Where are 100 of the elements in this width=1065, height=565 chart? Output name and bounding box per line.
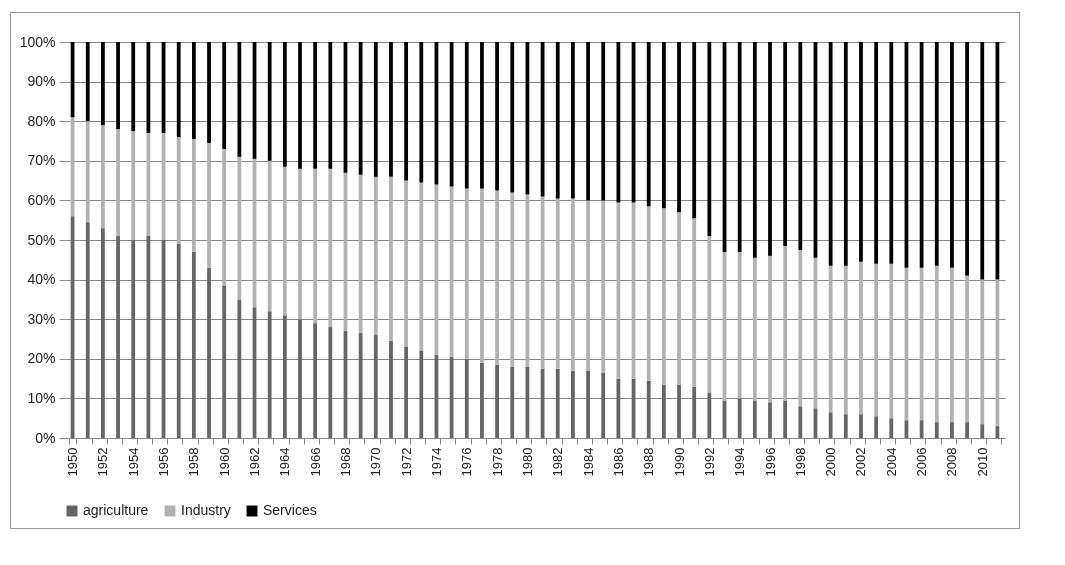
bar bbox=[661, 208, 666, 385]
bar bbox=[313, 168, 318, 324]
bar bbox=[661, 42, 666, 209]
bar bbox=[980, 424, 985, 438]
y-tick-label: 90% bbox=[27, 73, 56, 90]
bar bbox=[464, 42, 469, 189]
bar bbox=[207, 42, 211, 143]
bar bbox=[677, 212, 681, 385]
bar bbox=[85, 42, 90, 122]
bar bbox=[298, 168, 302, 320]
bar bbox=[191, 139, 196, 252]
bar bbox=[555, 42, 560, 199]
bar bbox=[176, 137, 181, 244]
bar bbox=[843, 42, 848, 266]
bar bbox=[313, 323, 318, 438]
bar bbox=[495, 364, 499, 438]
bar bbox=[571, 370, 575, 438]
bar bbox=[859, 414, 863, 438]
bar bbox=[358, 333, 363, 438]
bar bbox=[191, 42, 196, 140]
y-tick-label: 10% bbox=[27, 389, 56, 406]
bar bbox=[510, 366, 515, 438]
bar bbox=[146, 236, 151, 438]
y-tick-label: 30% bbox=[27, 310, 56, 327]
x-tick-label: 1960 bbox=[216, 447, 232, 477]
bar bbox=[328, 42, 333, 169]
bar bbox=[601, 372, 606, 438]
bar bbox=[677, 384, 681, 438]
x-tick-label: 1982 bbox=[550, 447, 566, 477]
bar bbox=[176, 42, 181, 138]
x-tick-label: 1996 bbox=[762, 447, 778, 477]
x-tick-label: 1974 bbox=[428, 447, 444, 477]
bar bbox=[282, 315, 287, 438]
bar bbox=[207, 267, 211, 438]
bar bbox=[116, 42, 120, 130]
bar bbox=[389, 42, 393, 177]
bar bbox=[358, 42, 363, 175]
x-tick-label: 1966 bbox=[307, 447, 323, 477]
y-tick-label: 20% bbox=[27, 350, 56, 367]
bar bbox=[843, 414, 848, 438]
bar bbox=[267, 42, 272, 161]
bar bbox=[449, 356, 454, 438]
bar bbox=[586, 42, 590, 201]
bar bbox=[404, 42, 409, 181]
bar bbox=[222, 148, 227, 286]
bar bbox=[404, 180, 409, 347]
bar bbox=[828, 265, 833, 413]
bar bbox=[783, 400, 788, 438]
bar bbox=[737, 251, 742, 399]
bar bbox=[752, 400, 757, 438]
y-tick-label: 50% bbox=[27, 231, 56, 248]
bar bbox=[207, 142, 211, 268]
bar bbox=[237, 156, 242, 300]
bar bbox=[419, 350, 424, 438]
bar bbox=[571, 198, 575, 371]
bar bbox=[131, 131, 136, 240]
bar bbox=[480, 42, 484, 189]
bar bbox=[146, 42, 151, 134]
bar bbox=[768, 402, 772, 438]
bar bbox=[646, 380, 651, 438]
bar bbox=[555, 368, 560, 438]
x-tick-label: 1980 bbox=[519, 447, 535, 477]
bar bbox=[752, 257, 757, 401]
bar bbox=[419, 42, 424, 183]
bar bbox=[950, 267, 954, 423]
x-tick-label: 1964 bbox=[277, 447, 293, 477]
bar bbox=[313, 42, 318, 169]
bar bbox=[586, 200, 590, 371]
bar bbox=[495, 190, 499, 365]
bar bbox=[601, 200, 606, 373]
bar bbox=[692, 218, 697, 387]
bar bbox=[282, 166, 287, 316]
bar bbox=[919, 42, 924, 268]
bar bbox=[191, 251, 196, 438]
bar bbox=[449, 42, 454, 187]
x-tick-label: 1952 bbox=[95, 447, 111, 477]
bar bbox=[783, 245, 788, 401]
bar bbox=[934, 265, 939, 423]
x-tick-label: 1968 bbox=[337, 447, 353, 477]
x-tick-label: 1992 bbox=[701, 447, 717, 477]
y-tick-label: 100% bbox=[19, 33, 56, 50]
y-tick-label: 0% bbox=[35, 429, 56, 446]
bar bbox=[707, 236, 712, 393]
x-tick-label: 2004 bbox=[883, 447, 899, 477]
legend-label: Industry bbox=[181, 502, 231, 518]
bar bbox=[874, 42, 879, 264]
bar bbox=[950, 422, 954, 438]
x-tick-label: 1986 bbox=[610, 447, 626, 477]
bar bbox=[328, 168, 333, 328]
bar bbox=[373, 335, 378, 438]
bar bbox=[373, 42, 378, 177]
x-tick-label: 2006 bbox=[914, 447, 930, 477]
bar bbox=[934, 42, 939, 266]
x-tick-label: 1994 bbox=[732, 447, 748, 477]
bar bbox=[176, 243, 181, 438]
bar bbox=[768, 255, 772, 403]
bar bbox=[783, 42, 788, 246]
bar bbox=[85, 121, 90, 223]
bar bbox=[737, 42, 742, 252]
bar bbox=[692, 42, 697, 219]
